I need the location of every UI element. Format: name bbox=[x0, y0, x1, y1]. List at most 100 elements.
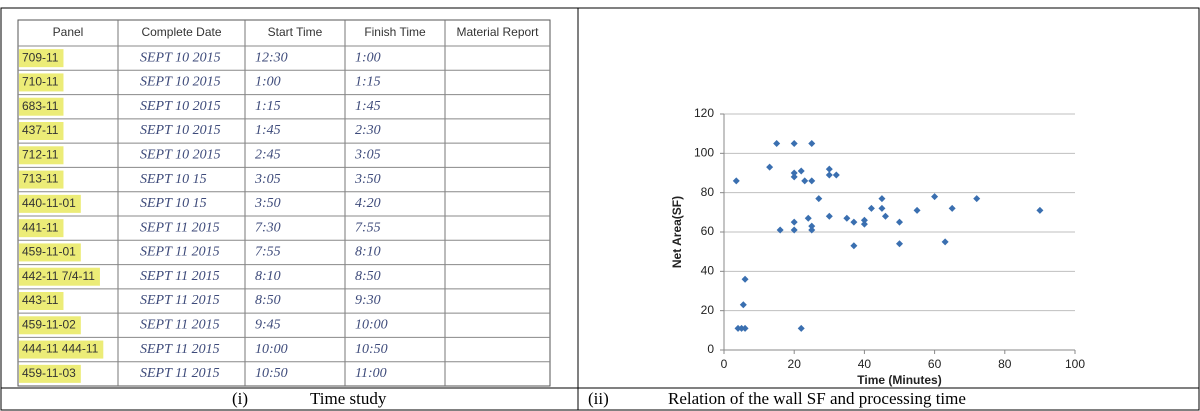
x-tick-label: 40 bbox=[858, 357, 872, 371]
handwritten-cell: SEPT 10 2015 bbox=[140, 50, 221, 65]
handwritten-cell: SEPT 11 2015 bbox=[140, 342, 220, 357]
point bbox=[896, 240, 903, 247]
panel-id: 437-11 bbox=[22, 123, 59, 137]
panel-id: 444-11 444-11 bbox=[22, 342, 99, 356]
handwritten-cell: 9:45 bbox=[255, 318, 281, 333]
point bbox=[882, 213, 889, 220]
point bbox=[914, 207, 921, 214]
panel-id: 710-11 bbox=[22, 75, 59, 89]
handwritten-cell: 12:30 bbox=[255, 50, 288, 65]
x-tick-label: 100 bbox=[1065, 357, 1085, 371]
handwritten-cell: 10:00 bbox=[355, 318, 388, 333]
point bbox=[861, 221, 868, 228]
handwritten-cell: 7:55 bbox=[255, 245, 281, 260]
point bbox=[973, 195, 980, 202]
y-tick-label: 0 bbox=[707, 342, 714, 356]
point bbox=[949, 205, 956, 212]
panel-id: 459-11-03 bbox=[22, 366, 76, 380]
handwritten-cell: 1:15 bbox=[355, 75, 381, 90]
handwritten-cell: 1:45 bbox=[355, 99, 381, 114]
panel-id: 709-11 bbox=[22, 50, 59, 64]
column-header: Panel bbox=[53, 25, 84, 39]
handwritten-cell: 2:30 bbox=[355, 123, 381, 138]
y-tick-label: 120 bbox=[694, 106, 714, 120]
x-tick-label: 20 bbox=[788, 357, 802, 371]
point bbox=[826, 213, 833, 220]
point bbox=[942, 238, 949, 245]
point bbox=[850, 219, 857, 226]
caption-label: (i) bbox=[232, 389, 248, 408]
panel-id: 459-11-01 bbox=[22, 245, 76, 259]
handwritten-cell: SEPT 10 15 bbox=[140, 196, 207, 211]
handwritten-cell: 3:05 bbox=[254, 172, 281, 187]
panel-id: 712-11 bbox=[22, 147, 59, 161]
handwritten-cell: 1:15 bbox=[255, 99, 281, 114]
handwritten-cell: 8:50 bbox=[255, 293, 281, 308]
point bbox=[733, 177, 740, 184]
handwritten-cell: 8:50 bbox=[355, 269, 381, 284]
panel-id: 441-11 bbox=[22, 220, 59, 234]
column-header: Material Report bbox=[456, 25, 539, 39]
handwritten-cell: 10:50 bbox=[355, 342, 388, 357]
handwritten-cell: 10:50 bbox=[255, 366, 288, 381]
panel-id: 459-11-02 bbox=[22, 317, 76, 331]
point bbox=[878, 205, 885, 212]
y-tick-label: 100 bbox=[694, 146, 714, 160]
point bbox=[766, 164, 773, 171]
handwritten-cell: 11:00 bbox=[355, 366, 387, 381]
panel-id: 443-11 bbox=[22, 293, 59, 307]
handwritten-cell: 3:05 bbox=[354, 148, 381, 163]
table-border bbox=[18, 20, 550, 386]
handwritten-cell: 9:30 bbox=[355, 293, 381, 308]
handwritten-cell: SEPT 11 2015 bbox=[140, 220, 220, 235]
point bbox=[798, 325, 805, 332]
caption-text: Relation of the wall SF and processing t… bbox=[668, 389, 966, 408]
column-header: Start Time bbox=[268, 25, 323, 39]
handwritten-cell: SEPT 10 15 bbox=[140, 172, 207, 187]
x-axis-title: Time (Minutes) bbox=[857, 373, 941, 387]
point bbox=[826, 171, 833, 178]
point bbox=[773, 140, 780, 147]
handwritten-cell: SEPT 11 2015 bbox=[140, 366, 220, 381]
y-tick-label: 80 bbox=[701, 185, 715, 199]
point bbox=[931, 193, 938, 200]
handwritten-cell: SEPT 11 2015 bbox=[140, 293, 220, 308]
point bbox=[868, 205, 875, 212]
handwritten-cell: 8:10 bbox=[255, 269, 281, 284]
point bbox=[850, 242, 857, 249]
point bbox=[896, 219, 903, 226]
point bbox=[742, 276, 749, 283]
handwritten-cell: SEPT 11 2015 bbox=[140, 269, 220, 284]
handwritten-cell: 1:00 bbox=[255, 75, 281, 90]
handwritten-cell: 3:50 bbox=[354, 172, 381, 187]
panel-id: 713-11 bbox=[22, 172, 59, 186]
column-header: Finish Time bbox=[364, 25, 426, 39]
x-tick-label: 80 bbox=[998, 357, 1012, 371]
handwritten-cell: SEPT 10 2015 bbox=[140, 148, 221, 163]
handwritten-cell: 7:55 bbox=[355, 220, 381, 235]
point bbox=[805, 215, 812, 222]
x-tick-label: 0 bbox=[721, 357, 728, 371]
point bbox=[742, 325, 749, 332]
handwritten-cell: 10:00 bbox=[255, 342, 288, 357]
point bbox=[1036, 207, 1043, 214]
panel-id: 440-11-01 bbox=[22, 196, 76, 210]
handwritten-cell: 1:45 bbox=[255, 123, 281, 138]
handwritten-cell: 4:20 bbox=[355, 196, 381, 211]
point bbox=[808, 140, 815, 147]
handwritten-cell: SEPT 10 2015 bbox=[140, 75, 221, 90]
point bbox=[833, 171, 840, 178]
point bbox=[798, 168, 805, 175]
caption-text: Time study bbox=[310, 389, 387, 408]
point bbox=[791, 140, 798, 147]
handwritten-cell: 7:30 bbox=[255, 220, 281, 235]
handwritten-cell: SEPT 10 2015 bbox=[140, 99, 221, 114]
handwritten-cell: 3:50 bbox=[254, 196, 281, 211]
handwritten-cell: 8:10 bbox=[355, 245, 381, 260]
y-tick-label: 40 bbox=[701, 264, 715, 278]
point bbox=[801, 177, 808, 184]
point bbox=[791, 173, 798, 180]
handwritten-cell: 2:45 bbox=[255, 148, 281, 163]
handwritten-cell: 1:00 bbox=[355, 50, 381, 65]
point bbox=[740, 301, 747, 308]
